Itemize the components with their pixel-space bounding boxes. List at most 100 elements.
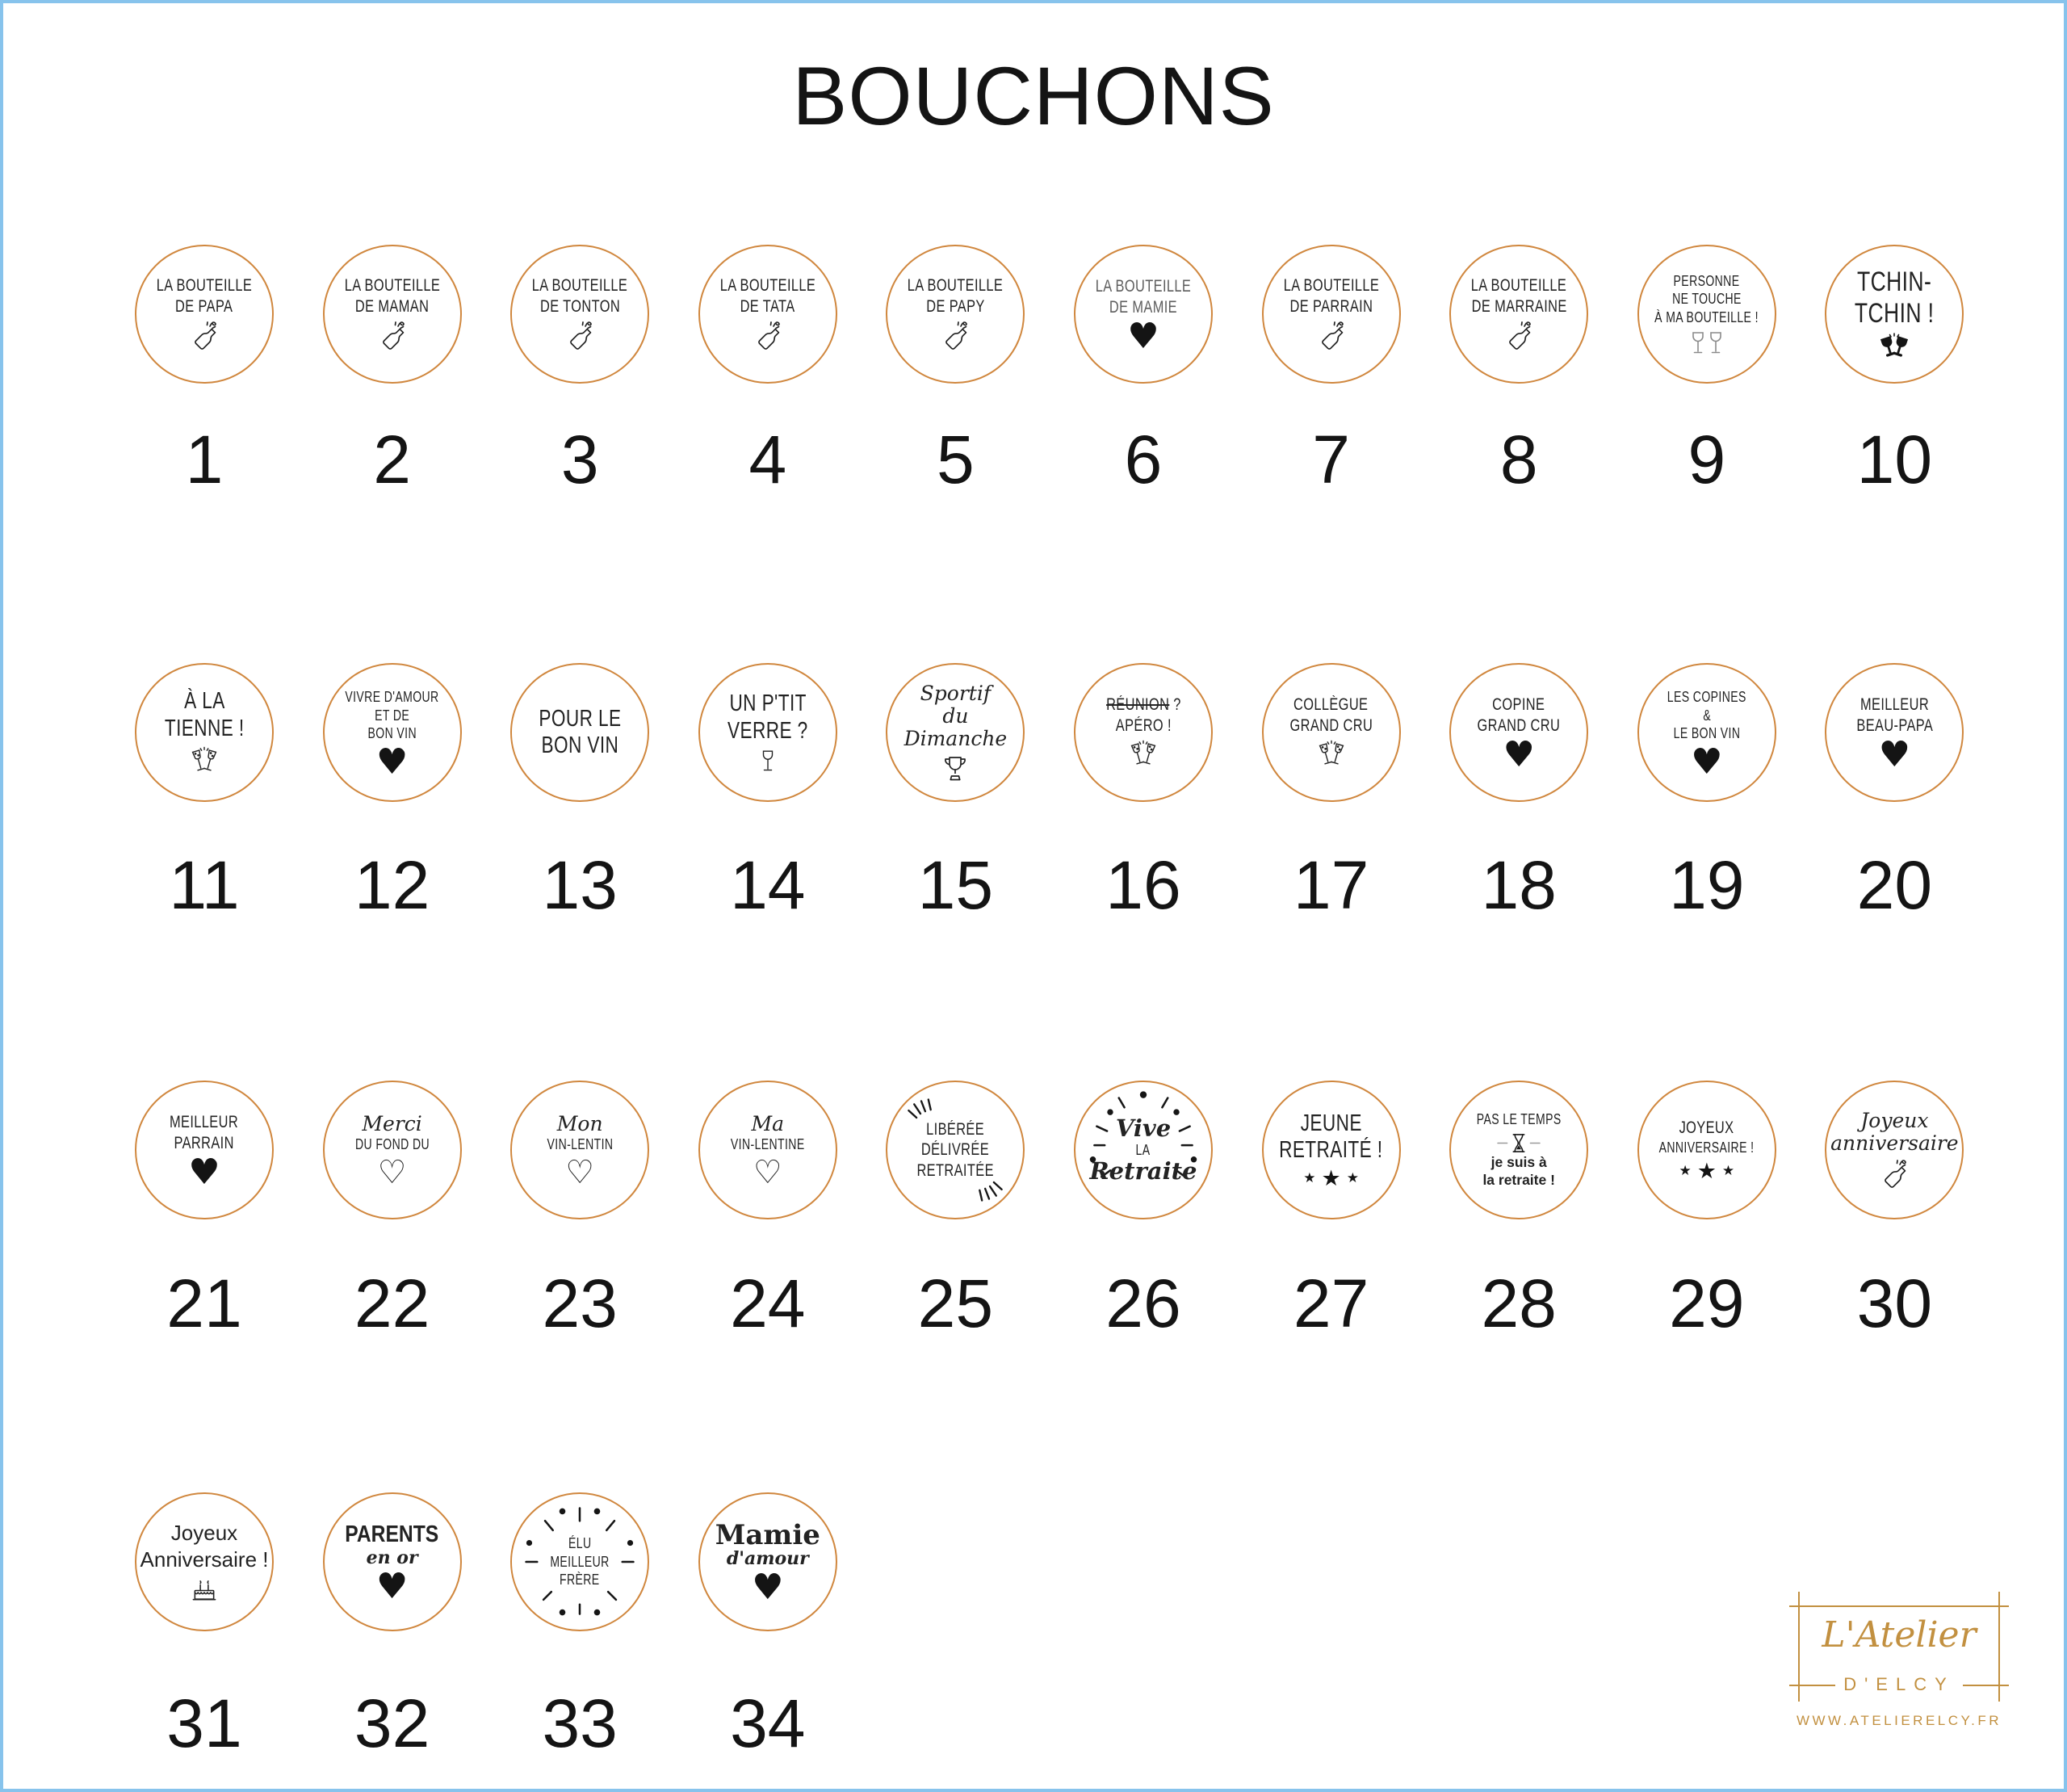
design-text-line: DE MAMAN [354,296,430,316]
design-text-line: & [1702,707,1711,724]
design-text-line: LA BOUTEILLE [344,275,440,295]
design-number: 5 [937,422,975,497]
cork-design-circle: VIVRE D'AMOUR ET DE BON VIN ♥ [322,663,462,802]
design-number: 29 [1669,1265,1745,1341]
design-text-line: UN P'TIT [729,690,807,717]
cork-design-text: Merci DU FOND DU ♡ [328,1085,457,1215]
design-text-line: FRÈRE [560,1572,600,1588]
cork-design-text: TCHIN- TCHIN ! [1830,250,1959,379]
sparkle-ring-decoration-icon [1089,1091,1197,1178]
design-text-line: APÉRO ! [1115,716,1172,735]
champagne-bottle-icon [1503,321,1535,353]
design-text-line: DE MARRAINE [1471,296,1567,316]
cork-design-text: LES COPINES & LE BON VIN ♥ [1642,668,1771,797]
cork-design-circle: LA BOUTEILLE DE PAPA [135,245,274,384]
design-text-line: anniversaire [1830,1131,1959,1155]
design-number: 30 [1856,1265,1933,1341]
cork-design-text: LIBÉRÉE DÉLIVRÉE RETRAITÉE [891,1085,1020,1215]
champagne-bottle-icon [1878,1159,1910,1191]
ray-ring-decoration-icon [525,1507,635,1616]
cork-design-circle: Joyeux Anniversaire ! [135,1492,274,1631]
design-number: 19 [1669,847,1745,923]
design-text-line: Retraite [1089,1157,1197,1186]
cork-design-circle: Mamie d'amour ♥ [698,1492,837,1631]
design-text-line: DU FOND DU [354,1136,430,1153]
stars-three-icon: ★ ★ ★ [1303,1166,1359,1192]
design-text-line: ÉLU [568,1535,592,1552]
cork-design-circle: LA BOUTEILLE DE MAMAN [322,245,462,384]
heart-filled-icon: ♥ [375,1565,409,1607]
design-text-line: LA BOUTEILLE [908,275,1004,295]
design-text-line: Ma [751,1112,785,1136]
cork-design-circle: À LA TIENNE ! [135,663,274,802]
cork-design-circle: LA BOUTEILLE DE MARRAINE [1449,245,1589,384]
cork-design-text: RÉUNION ? APÉRO ! [1079,668,1208,797]
design-text-line: Joyeux [1860,1108,1929,1132]
design-number: 21 [166,1265,242,1341]
cork-design-circle: LA BOUTEILLE DE MAMIE ♥ [1074,245,1213,384]
cork-design-text: Vive LA Retraite [1079,1085,1208,1215]
cork-design-circle: LIBÉRÉE DÉLIVRÉE RETRAITÉE [886,1081,1025,1219]
cork-design-text: JOYEUX ANNIVERSAIRE ! ★ ★ ★ [1642,1085,1771,1215]
design-text-line: JEUNE [1300,1110,1362,1136]
design-text-line: PERSONNE [1673,272,1740,289]
design-text-line: RÉUNION ? [1105,695,1181,714]
cork-design-circle: MEILLEUR PARRAIN ♥ [135,1081,274,1219]
design-text-line: ANNIVERSAIRE ! [1658,1139,1755,1156]
design-number: 33 [542,1685,618,1761]
design-text-line: POUR LE [539,705,622,732]
design-text-line: LA BOUTEILLE [719,275,816,295]
cork-design-text: ÉLU MEILLEUR FRÈRE [515,1497,644,1626]
cork-design-text: VIVRE D'AMOUR ET DE BON VIN ♥ [328,668,457,797]
design-number: 18 [1481,847,1557,923]
brand-name-caps: D'ELCY [1789,1674,2009,1694]
design-number: 14 [730,847,806,923]
design-number: 32 [354,1685,430,1761]
champagne-bottle-icon [752,321,784,353]
clink-flutes-icon [1126,740,1161,770]
cork-design-circle: Ma VIN-LENTINE ♡ [698,1081,837,1219]
design-text-line: Joyeux [170,1520,238,1545]
cork-design-text: LA BOUTEILLE DE TATA [703,250,832,379]
heart-filled-icon: ♥ [375,741,409,783]
design-text-line: LES COPINES [1667,689,1746,706]
cork-design-circle: PERSONNE NE TOUCHE À MA BOUTEILLE ! [1637,245,1776,384]
design-text-line: PARENTS [345,1521,439,1547]
design-text-line: TCHIN ! [1855,297,1935,329]
heart-filled-icon: ♥ [1691,741,1723,783]
design-text-line: LE BON VIN [1673,725,1741,742]
stars-three-icon: ★ ★ ★ [1679,1159,1735,1185]
design-text-line: TIENNE ! [164,715,245,741]
design-text-line: À LA [183,688,225,715]
cork-design-circle: MEILLEUR BEAU-PAPA ♥ [1825,663,1964,802]
design-text-line: LA [1136,1141,1151,1158]
design-text-line: LA BOUTEILLE [1470,275,1567,295]
cork-design-text: Joyeux Anniversaire ! [140,1497,269,1626]
design-text-line: ET DE [375,707,410,724]
cork-design-text: Mon VIN-LENTIN ♡ [515,1085,644,1215]
heart-outline-icon: ♡ [377,1153,407,1191]
cork-design-text: LA BOUTEILLE DE PAPA [140,250,269,379]
design-text-line: d'amour [726,1547,809,1569]
cork-design-circle: ÉLU MEILLEUR FRÈRE [510,1492,650,1631]
cork-design-circle: LA BOUTEILLE DE TATA [698,245,837,384]
design-text-line: GRAND CRU [1289,716,1373,735]
design-text-line: RETRAITÉ ! [1279,1137,1383,1163]
cork-design-text: COPINE GRAND CRU ♥ [1454,668,1583,797]
design-text-line: en or [366,1546,418,1568]
design-number: 31 [166,1685,242,1761]
cork-design-text: LA BOUTEILLE DE MAMIE ♥ [1079,250,1208,379]
design-text-line: COLLÈGUE [1293,695,1369,714]
cork-design-text: PERSONNE NE TOUCHE À MA BOUTEILLE ! [1642,250,1771,379]
design-text-line: VERRE ? [727,717,808,744]
heart-filled-icon: ♥ [1127,316,1159,358]
design-number: 9 [1688,422,1726,497]
cork-design-circle: PAS LE TEMPS je suis à la retraite ! [1449,1081,1589,1219]
design-text-line: VIN-LENTIN [547,1136,614,1153]
design-text-line: BON VIN [367,725,417,742]
cork-design-circle: Vive LA Retraite [1074,1081,1213,1219]
cork-design-circle: POUR LE BON VIN [510,663,650,802]
design-text-line: Mon [556,1112,603,1136]
design-text-line: JOYEUX [1679,1118,1734,1137]
design-text-line: VIN-LENTINE [730,1136,805,1153]
